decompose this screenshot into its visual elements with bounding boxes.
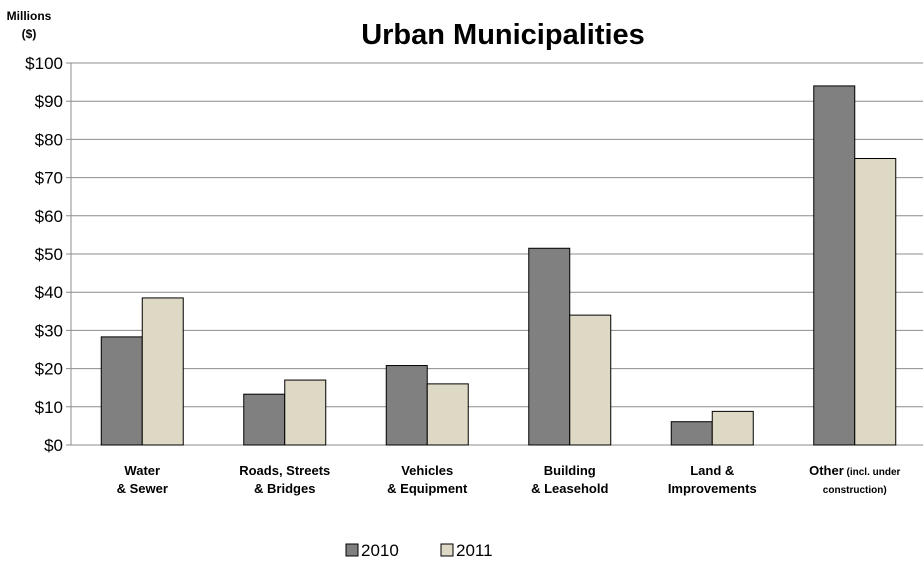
x-category-label: & Bridges <box>254 481 315 496</box>
bar-2011-1 <box>284 379 327 446</box>
legend: 2010 2011 <box>345 541 493 560</box>
x-category-text: Roads, Streets <box>239 463 330 478</box>
gridlines <box>66 62 923 446</box>
x-category-text: & Leasehold <box>531 481 608 496</box>
x-category-label: Water <box>124 463 160 478</box>
bar-2011-3 <box>569 314 612 446</box>
y-unit-label-line1: Millions <box>7 9 52 23</box>
bar-2011-4 <box>711 410 754 446</box>
x-category-text: Water <box>124 463 160 478</box>
bar-2011-0 <box>141 297 184 446</box>
bar-2010-2 <box>385 365 428 446</box>
bars <box>100 85 897 446</box>
x-axis-categories: Water & Sewer Roads, Streets & Bridges Vehic… <box>117 463 901 496</box>
x-category-text: Vehicles <box>401 463 453 478</box>
x-category-label: & Sewer <box>117 481 168 496</box>
y-tick-label: $80 <box>35 130 63 149</box>
bar-2010-3 <box>528 247 571 446</box>
bar-2010-1 <box>243 393 286 446</box>
x-category-label: Land & <box>690 463 734 478</box>
legend-label-2010: 2010 <box>361 541 399 560</box>
y-tick-label: $40 <box>35 283 63 302</box>
x-category-text: & Bridges <box>254 481 315 496</box>
x-category-label: Roads, Streets <box>239 463 330 478</box>
y-tick-label: $30 <box>35 321 63 340</box>
y-tick-label: $70 <box>35 169 63 188</box>
y-tick-label: $60 <box>35 207 63 226</box>
bar-2011-5 <box>854 158 897 446</box>
legend-label-2011: 2011 <box>456 541 493 560</box>
y-unit-label-line2: ($) <box>22 27 37 41</box>
bar-2010-4 <box>670 421 713 446</box>
bar-2010-5 <box>813 85 856 446</box>
x-category-label: Building <box>544 463 596 478</box>
chart-title: Urban Municipalities <box>361 19 645 51</box>
y-tick-label: $10 <box>35 398 63 417</box>
x-category-text: Building <box>544 463 596 478</box>
x-category-label: construction) <box>823 485 887 496</box>
y-axis-ticks: $0 $10 $20 $30 $40 $50 $60 $70 $80 $90 $100 <box>25 54 63 455</box>
bar-2010-0 <box>100 336 143 446</box>
x-category-label: & Equipment <box>387 481 468 496</box>
x-category-label: Vehicles <box>401 463 453 478</box>
bar-2011-2 <box>426 383 469 446</box>
x-category-text: Land & <box>690 463 734 478</box>
x-category-text: & Sewer <box>117 481 168 496</box>
x-category-text: Other <box>809 463 844 478</box>
y-tick-label: $20 <box>35 360 63 379</box>
x-category-text: & Equipment <box>387 481 468 496</box>
y-tick-label: $90 <box>35 92 63 111</box>
x-category-text: Improvements <box>668 481 757 496</box>
legend-swatch-2011 <box>440 543 454 557</box>
x-category-label: Other (incl. under <box>809 463 900 478</box>
y-tick-label: $100 <box>25 54 63 73</box>
legend-swatch-2010 <box>345 543 359 557</box>
x-category-label: & Leasehold <box>531 481 608 496</box>
x-category-note: (incl. under <box>844 467 901 478</box>
x-category-text: construction) <box>823 485 887 496</box>
y-tick-label: $0 <box>44 436 63 455</box>
x-category-label: Improvements <box>668 481 757 496</box>
y-tick-label: $50 <box>35 245 63 264</box>
